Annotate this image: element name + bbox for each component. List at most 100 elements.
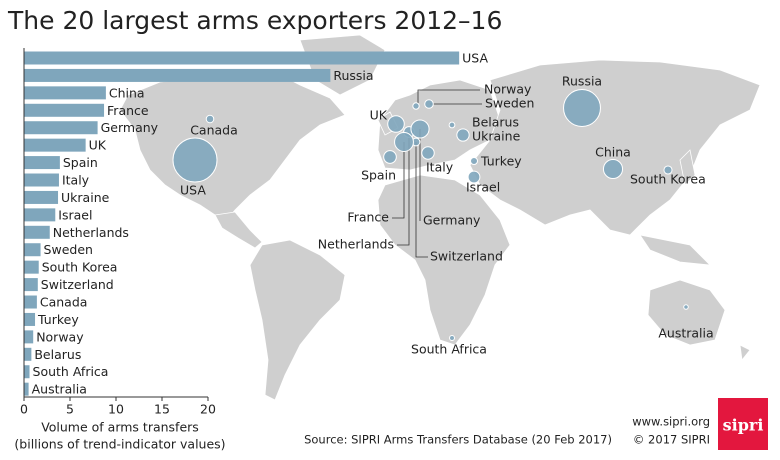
bar-label: USA — [462, 51, 488, 66]
map-bubble — [456, 128, 470, 142]
leader-line — [417, 89, 480, 104]
bar — [24, 156, 60, 170]
x-tick-label: 0 — [20, 402, 28, 417]
bar — [24, 260, 39, 274]
map-bubble — [172, 137, 218, 183]
map-label: South Africa — [411, 342, 487, 357]
bar-label: Norway — [36, 329, 84, 344]
map-label: Italy — [426, 160, 454, 175]
bar — [24, 121, 98, 135]
map-label: France — [347, 210, 389, 225]
map-bubble — [563, 89, 601, 127]
bar-label: South Africa — [33, 364, 109, 379]
bar — [24, 103, 105, 117]
map-bubble — [424, 99, 434, 109]
logo: sipri — [723, 416, 764, 435]
islands — [377, 111, 751, 361]
greenland — [299, 34, 386, 96]
bar — [24, 225, 50, 239]
bar-label: Germany — [101, 120, 159, 135]
website: www.sipri.org — [632, 415, 710, 429]
bar — [24, 243, 41, 257]
bar — [24, 68, 331, 82]
map-bubble — [394, 132, 414, 152]
map-bubble — [205, 114, 215, 124]
map-bubble — [383, 150, 397, 164]
south-america — [249, 239, 346, 401]
bar-label: Canada — [40, 295, 88, 310]
bar-label: Belarus — [34, 347, 81, 362]
map-bubble — [448, 121, 456, 129]
map-bubble — [602, 158, 624, 180]
leader-line — [392, 142, 405, 219]
bar-label: UK — [89, 138, 107, 153]
map-bubble — [683, 304, 689, 310]
australia — [647, 279, 726, 346]
bar-label: Turkey — [37, 312, 79, 327]
map-label: Turkey — [480, 154, 522, 169]
bar — [24, 365, 30, 379]
map-bubble — [412, 102, 420, 110]
source: Source: SIPRI Arms Transfers Database (2… — [304, 433, 612, 447]
bar — [24, 347, 32, 361]
bar — [24, 138, 86, 152]
map-bubble — [469, 156, 479, 166]
bar — [24, 295, 37, 309]
bar-label: Italy — [62, 173, 90, 188]
x-axis-label: (billions of trend-indicator values) — [14, 437, 225, 452]
leader-line — [397, 132, 410, 246]
leader-line — [415, 142, 428, 258]
bar-label: Israel — [58, 207, 92, 222]
map-label: Canada — [190, 123, 238, 138]
logo-box — [718, 398, 768, 450]
chart-title: The 20 largest arms exporters 2012–16 — [7, 6, 502, 35]
world-map — [119, 34, 761, 401]
bar-label: China — [109, 85, 145, 100]
bar-label: Netherlands — [53, 225, 129, 240]
map-bubble — [449, 335, 455, 341]
bar — [24, 312, 36, 326]
map-label: Ukraine — [472, 129, 521, 144]
map-label: Spain — [361, 168, 396, 183]
x-tick-label: 20 — [200, 402, 216, 417]
map-label: Netherlands — [318, 237, 394, 252]
copyright: © 2017 SIPRI — [633, 433, 710, 447]
map-bubble — [467, 170, 481, 184]
map-bubble — [387, 115, 405, 133]
bar-label: Sweden — [44, 242, 93, 257]
map-label: Norway — [484, 82, 532, 97]
map-label: China — [595, 145, 631, 160]
map-bubble — [421, 146, 435, 160]
x-tick-label: 15 — [154, 402, 170, 417]
bar — [24, 86, 106, 100]
map-label: UK — [370, 108, 388, 123]
map-label: Russia — [562, 74, 602, 89]
north-america — [119, 69, 346, 223]
bar — [24, 208, 56, 222]
central-america — [214, 211, 263, 249]
map-label: Australia — [658, 326, 713, 341]
map-label: USA — [180, 183, 206, 198]
map-label: Sweden — [485, 96, 534, 111]
bar — [24, 51, 460, 65]
bar-label: Russia — [333, 68, 373, 83]
map-label: South Korea — [630, 172, 706, 187]
map-label: Belarus — [472, 115, 519, 130]
bar — [24, 190, 59, 204]
map-label: Switzerland — [430, 249, 503, 264]
bar — [24, 173, 59, 187]
bar-label: Spain — [63, 155, 98, 170]
map-bubble — [663, 165, 673, 175]
bar-label: Australia — [32, 382, 87, 397]
map-bubble — [410, 119, 430, 139]
bar-label: Switzerland — [41, 277, 114, 292]
bar — [24, 382, 29, 396]
x-tick-label: 5 — [66, 402, 74, 417]
map-label: Israel — [466, 180, 500, 195]
africa — [377, 174, 511, 346]
bar-label: France — [107, 103, 149, 118]
map-label: Germany — [423, 213, 481, 228]
bar — [24, 278, 38, 292]
bar-label: South Korea — [42, 260, 118, 275]
